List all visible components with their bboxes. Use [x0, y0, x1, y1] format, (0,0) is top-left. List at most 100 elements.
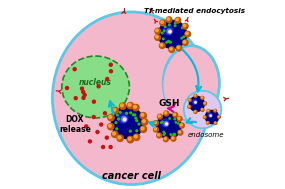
Circle shape: [109, 124, 111, 127]
Circle shape: [160, 22, 184, 46]
Circle shape: [175, 122, 176, 123]
Circle shape: [111, 107, 143, 139]
Circle shape: [204, 102, 205, 104]
Circle shape: [203, 102, 207, 105]
Circle shape: [92, 100, 95, 103]
Circle shape: [201, 97, 203, 98]
Circle shape: [154, 121, 158, 125]
Circle shape: [182, 40, 188, 45]
Circle shape: [118, 136, 121, 139]
Circle shape: [164, 138, 166, 140]
Circle shape: [108, 115, 114, 121]
Circle shape: [169, 118, 170, 119]
Circle shape: [109, 70, 113, 73]
Circle shape: [158, 134, 160, 136]
Circle shape: [101, 146, 105, 149]
Circle shape: [161, 21, 163, 23]
Circle shape: [136, 120, 138, 122]
Circle shape: [156, 36, 158, 38]
Circle shape: [112, 131, 118, 137]
Circle shape: [180, 123, 184, 128]
Ellipse shape: [62, 56, 129, 118]
Circle shape: [156, 29, 158, 32]
Circle shape: [155, 35, 160, 40]
Circle shape: [177, 46, 180, 49]
Circle shape: [103, 112, 107, 115]
Circle shape: [167, 29, 172, 34]
Circle shape: [160, 20, 166, 26]
Circle shape: [188, 105, 191, 108]
Ellipse shape: [163, 50, 215, 120]
Circle shape: [192, 99, 197, 104]
Circle shape: [160, 44, 163, 46]
Circle shape: [109, 146, 112, 149]
Circle shape: [109, 115, 112, 118]
Circle shape: [113, 132, 115, 135]
Circle shape: [162, 32, 163, 34]
Circle shape: [163, 131, 164, 133]
Circle shape: [175, 17, 181, 23]
Circle shape: [188, 106, 190, 107]
Circle shape: [170, 42, 171, 43]
Circle shape: [178, 117, 180, 119]
Circle shape: [168, 40, 169, 42]
Circle shape: [170, 48, 172, 50]
Circle shape: [194, 94, 197, 97]
Circle shape: [113, 108, 116, 111]
Circle shape: [180, 124, 182, 126]
Circle shape: [164, 112, 167, 114]
Circle shape: [169, 30, 171, 33]
Circle shape: [128, 137, 131, 140]
Circle shape: [115, 122, 117, 124]
Text: endosome: endosome: [188, 132, 225, 138]
Circle shape: [96, 131, 99, 133]
Circle shape: [158, 114, 162, 119]
Circle shape: [105, 136, 108, 139]
Circle shape: [203, 116, 206, 119]
Circle shape: [169, 24, 170, 26]
Circle shape: [114, 109, 141, 136]
Circle shape: [106, 77, 109, 81]
Circle shape: [207, 110, 210, 112]
Circle shape: [142, 119, 148, 125]
Circle shape: [133, 104, 139, 111]
Circle shape: [184, 91, 221, 128]
Circle shape: [163, 30, 165, 32]
Circle shape: [164, 26, 173, 35]
Circle shape: [178, 130, 183, 135]
Text: Tf-mediated endocytosis: Tf-mediated endocytosis: [144, 8, 246, 14]
Circle shape: [172, 137, 174, 139]
Circle shape: [141, 127, 144, 130]
Circle shape: [194, 110, 197, 113]
Circle shape: [80, 87, 84, 90]
Circle shape: [176, 18, 178, 21]
Circle shape: [177, 116, 182, 121]
Circle shape: [135, 117, 137, 119]
Circle shape: [119, 103, 126, 109]
Circle shape: [204, 116, 205, 117]
Circle shape: [141, 113, 144, 116]
Circle shape: [162, 121, 163, 123]
Circle shape: [218, 116, 220, 118]
Circle shape: [160, 122, 162, 123]
Circle shape: [97, 85, 100, 88]
Circle shape: [127, 136, 134, 143]
Circle shape: [117, 114, 118, 116]
Circle shape: [205, 110, 219, 124]
Circle shape: [183, 41, 186, 43]
Circle shape: [194, 101, 197, 104]
Circle shape: [159, 43, 165, 48]
Text: GSH: GSH: [159, 99, 180, 108]
Circle shape: [116, 128, 118, 130]
Circle shape: [173, 133, 175, 135]
Circle shape: [117, 135, 123, 141]
Circle shape: [82, 96, 85, 99]
Circle shape: [189, 99, 190, 100]
Circle shape: [191, 98, 203, 110]
Circle shape: [164, 133, 165, 134]
Circle shape: [163, 134, 164, 135]
Circle shape: [173, 112, 178, 117]
Circle shape: [130, 112, 132, 114]
Circle shape: [119, 112, 121, 113]
Circle shape: [164, 26, 166, 27]
